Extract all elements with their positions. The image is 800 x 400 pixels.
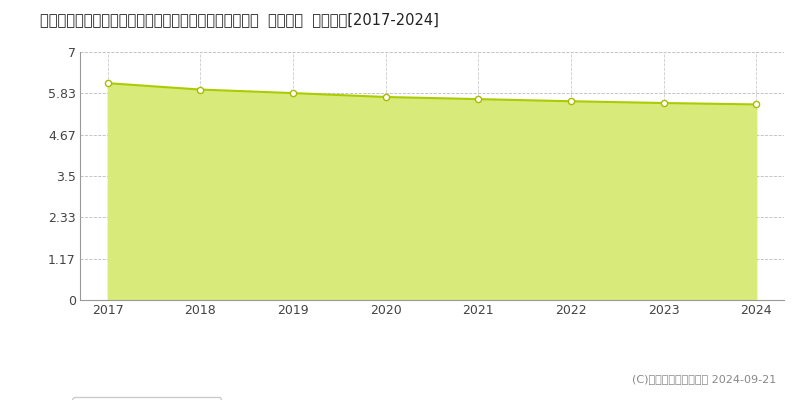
Point [565, 98, 578, 104]
Point [194, 86, 207, 93]
Point [657, 100, 670, 106]
Text: (C)土地価格ドットコム 2024-09-21: (C)土地価格ドットコム 2024-09-21 [632, 374, 776, 384]
Point [102, 80, 114, 86]
Point [750, 101, 762, 108]
Point [286, 90, 299, 96]
Legend: 基準地価 平均坪単価(万円/坪): 基準地価 平均坪単価(万円/坪) [72, 397, 222, 400]
Text: 和歌山県東牟婁郡那智勝浦町大字下里字間所８８８番３  基準地価  地価推移[2017-2024]: 和歌山県東牟婁郡那智勝浦町大字下里字間所８８８番３ 基準地価 地価推移[2017… [40, 12, 439, 27]
Point [379, 94, 392, 100]
Point [472, 96, 485, 102]
